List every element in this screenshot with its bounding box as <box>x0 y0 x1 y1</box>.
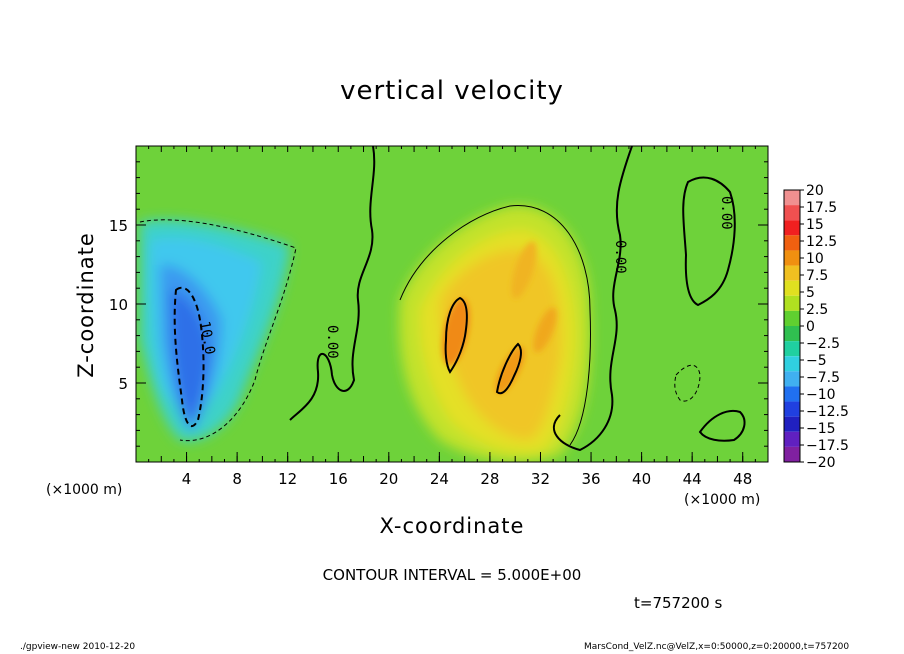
colorbar-label: 2.5 <box>806 302 828 318</box>
updraft-region <box>399 205 591 462</box>
colorbar-label: −17.5 <box>806 438 849 454</box>
colorbar-swatch <box>784 220 800 236</box>
colorbar-swatch <box>784 326 800 342</box>
colorbar-label: −7.5 <box>806 370 840 386</box>
zero-contour-left <box>289 146 376 421</box>
y-tick-label: 5 <box>118 375 128 393</box>
colorbar-swatch <box>784 310 800 326</box>
contour-label: 0.00 <box>324 325 340 359</box>
x-tick-label: 36 <box>581 470 600 488</box>
contour-label-group: 10.0 0.00 0.00 0.00 <box>196 196 734 359</box>
colorbar-swatch <box>784 295 800 311</box>
contour-interval-label: CONTOUR INTERVAL = 5.000E+00 <box>322 566 582 584</box>
colorbar-label: −15 <box>806 421 836 437</box>
colorbar-swatch <box>784 341 800 357</box>
colorbar-label: 0 <box>806 319 815 335</box>
colorbar-label: −10 <box>806 387 836 403</box>
colorbar-label: −12.5 <box>806 404 849 420</box>
five-contour-updraft <box>399 205 591 446</box>
colorbar-swatch <box>784 190 800 206</box>
x-tick-label: 4 <box>182 470 192 488</box>
zero-contour-east-low <box>698 410 746 442</box>
time-label: t=757200 s <box>634 594 723 612</box>
colorbar-swatch <box>784 416 800 432</box>
contour-label: 0.00 <box>718 196 734 230</box>
x-tick-label: 48 <box>733 470 752 488</box>
x-axis-ticks: 4 8 12 16 20 24 28 32 36 40 44 48 <box>148 146 756 488</box>
x-tick-label: 20 <box>379 470 398 488</box>
y-tick-label: 15 <box>109 217 128 235</box>
colorbar-swatch <box>784 265 800 281</box>
x-tick-label: 8 <box>232 470 242 488</box>
minus-ten-contour <box>173 286 205 428</box>
x-tick-label: 32 <box>531 470 550 488</box>
x-tick-label: 44 <box>683 470 702 488</box>
footer-left: ./gpview-new 2010-12-20 <box>20 642 136 652</box>
x-tick-label: 16 <box>329 470 348 488</box>
y-tick-label: 10 <box>109 296 128 314</box>
footer-right: MarsCond_VelZ.nc@VelZ,x=0:50000,z=0:2000… <box>584 642 850 652</box>
colorbar-label: 15 <box>806 217 824 233</box>
colorbar-swatch <box>784 235 800 251</box>
colorbar-swatch <box>784 250 800 266</box>
colorbar-label: −20 <box>806 455 836 471</box>
ten-contour-updraft-a <box>444 296 468 374</box>
contour-lines <box>139 146 746 452</box>
colorbar-label: −2.5 <box>806 336 840 352</box>
colorbar: 2017.51512.5107.552.50−2.5−5−7.5−10−12.5… <box>783 183 849 471</box>
contour-label: 0.00 <box>612 240 628 274</box>
x-tick-label: 28 <box>480 470 499 488</box>
colorbar-swatch <box>784 280 800 296</box>
colorbar-label: 20 <box>806 183 824 199</box>
x-axis-label: X-coordinate <box>379 514 525 538</box>
colorbar-swatch <box>784 356 800 372</box>
colorbar-label: 5 <box>806 285 815 301</box>
updraft-cores <box>442 241 557 394</box>
zero-contour-right <box>552 146 633 452</box>
velocity-field: 10.0 0.00 0.00 0.00 <box>136 146 768 462</box>
x-tick-label: 24 <box>430 470 449 488</box>
x-tick-label: 40 <box>632 470 651 488</box>
chart-title: vertical velocity <box>340 76 564 106</box>
x-tick-label: 12 <box>278 470 297 488</box>
colorbar-label: 10 <box>806 251 824 267</box>
y-axis-ticks: 5 10 15 <box>109 161 768 447</box>
x-unit-label-right: (×1000 m) <box>684 492 761 508</box>
colorbar-label: 7.5 <box>806 268 828 284</box>
colorbar-label: 17.5 <box>806 200 837 216</box>
contour-label: 10.0 <box>196 320 218 356</box>
colorbar-swatch <box>784 371 800 387</box>
colorbar-swatch <box>784 401 800 417</box>
minus-five-contour <box>139 219 297 442</box>
colorbar-label: −5 <box>806 353 827 369</box>
colorbar-label: 12.5 <box>806 234 837 250</box>
colorbar-swatch <box>784 446 800 462</box>
colorbar-swatch <box>784 431 800 447</box>
x-unit-label-left: (×1000 m) <box>46 482 123 498</box>
zero-contour-east-island <box>682 176 736 307</box>
ten-contour-updraft-b <box>495 342 522 395</box>
colorbar-swatch <box>784 386 800 402</box>
colorbar-swatch <box>784 205 800 221</box>
